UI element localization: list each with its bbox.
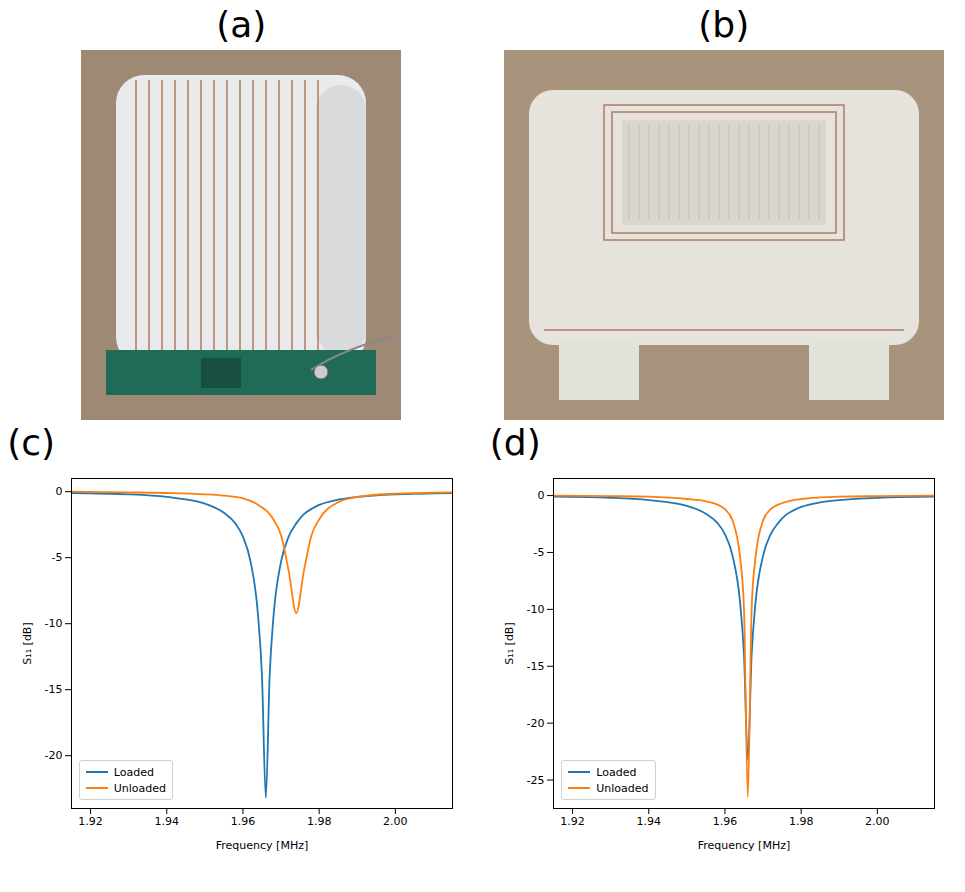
svg-text:S₁₁ [dB]: S₁₁ [dB] — [21, 622, 34, 664]
svg-text:1.92: 1.92 — [78, 815, 103, 828]
svg-text:1.98: 1.98 — [789, 815, 814, 828]
html-text:(c): (c) — [7, 422, 56, 463]
html-text:(d): (d) — [489, 422, 541, 463]
svg-text:Frequency [MHz]: Frequency [MHz] — [216, 839, 308, 852]
html-text:(b): (b) — [698, 4, 750, 45]
html-text:Loaded: Loaded — [113, 765, 154, 779]
svg-text:-15: -15 — [527, 660, 545, 673]
html-text:Loaded: Loaded — [596, 765, 637, 779]
svg-text:-5: -5 — [51, 551, 62, 564]
svg-text:1.92: 1.92 — [561, 815, 586, 828]
svg-text:-5: -5 — [534, 546, 545, 559]
svg-text:2.00: 2.00 — [383, 815, 408, 828]
html-text:(a): (a) — [216, 4, 267, 45]
svg-text:-25: -25 — [527, 774, 545, 787]
svg-text:S₁₁ [dB]: S₁₁ [dB] — [504, 622, 517, 664]
svg-text:-20: -20 — [527, 717, 545, 730]
html-text:Unloaded: Unloaded — [596, 781, 649, 795]
svg-text:1.94: 1.94 — [637, 815, 662, 828]
svg-text:2.00: 2.00 — [865, 815, 890, 828]
svg-text:-10: -10 — [44, 617, 62, 630]
svg-text:1.94: 1.94 — [154, 815, 179, 828]
svg-text:0: 0 — [55, 485, 62, 498]
svg-text:1.96: 1.96 — [713, 815, 738, 828]
html-text:Unloaded: Unloaded — [113, 781, 166, 795]
svg-text:-15: -15 — [44, 683, 62, 696]
svg-text:1.96: 1.96 — [230, 815, 255, 828]
svg-text:-20: -20 — [44, 749, 62, 762]
svg-text:-10: -10 — [527, 603, 545, 616]
svg-text:0: 0 — [538, 489, 545, 502]
svg-text:Frequency [MHz]: Frequency [MHz] — [698, 839, 790, 852]
svg-text:1.98: 1.98 — [307, 815, 332, 828]
